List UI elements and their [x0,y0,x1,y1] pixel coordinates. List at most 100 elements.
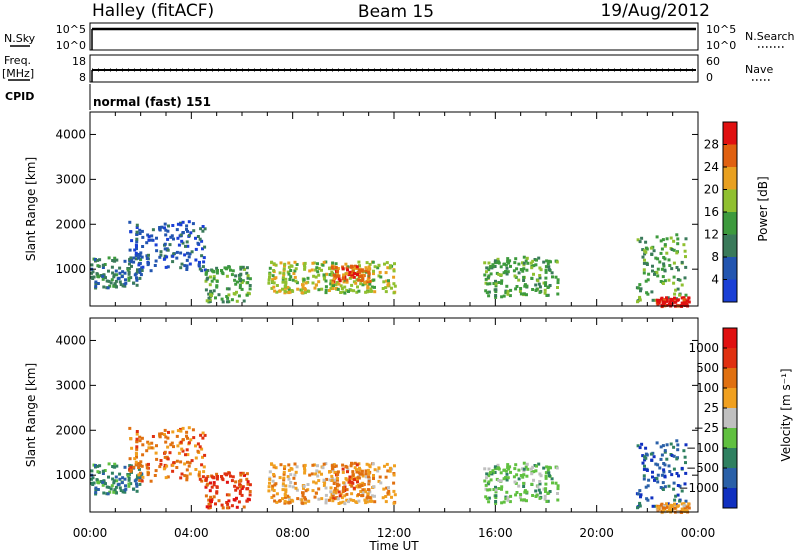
data-cell [180,447,184,451]
data-cell [214,296,217,300]
data-cell [215,271,219,275]
data-cell [210,485,214,489]
data-cell [386,469,390,473]
data-cell [291,499,295,503]
data-cell [675,251,679,255]
data-cell [334,491,338,495]
data-cell [659,445,663,449]
data-cell [90,263,94,267]
data-cell [97,481,101,485]
data-cell [505,266,509,270]
data-cell [667,508,671,512]
data-cell [483,261,487,265]
data-cell [385,261,389,265]
data-cell [525,284,529,288]
data-cell [151,228,155,232]
data-cell [656,274,660,278]
data-cell [130,446,134,450]
data-cell [137,473,141,477]
data-cell [270,286,274,290]
data-cell [364,469,368,473]
data-cell [639,495,642,499]
data-cell [659,251,663,255]
data-cell [288,498,291,502]
data-cell [115,258,119,262]
data-cell [186,229,189,233]
data-cell [489,471,493,474]
nave-top: 60 [706,55,720,68]
data-cell [225,493,229,497]
data-cell [166,475,170,479]
data-cell [361,491,365,495]
data-cell [383,464,386,468]
data-cell [345,492,349,496]
data-cell [383,262,386,266]
data-cell [272,285,276,289]
data-cell [384,271,388,275]
data-cell [500,281,503,285]
colorbar-segment [723,144,737,168]
data-cell [386,491,390,495]
data-cell [356,285,359,289]
data-cell [138,268,142,272]
data-cell [211,269,214,273]
data-cell [343,494,347,498]
data-cell [683,276,687,280]
data-cell [547,265,551,269]
data-cell [211,475,214,479]
data-cell [661,481,665,485]
data-cell [133,248,137,252]
data-cell [248,490,252,493]
data-cell [292,272,296,275]
data-cell [303,264,306,268]
data-cell [164,265,168,269]
data-cell [188,461,192,465]
data-cell [324,493,328,497]
data-cell [551,275,554,279]
data-cell [150,441,154,445]
data-cell [134,254,138,258]
data-cell [493,471,497,474]
data-cell [127,278,131,282]
data-cell [680,301,684,305]
data-cell [669,442,673,446]
data-cell [642,477,646,481]
data-cell [291,289,295,293]
data-cell [183,462,187,466]
data-cell [333,470,337,474]
data-cell [366,492,370,496]
data-cell [166,248,170,252]
data-cell [385,462,389,466]
data-cell [662,462,666,465]
data-cell [303,463,307,467]
data-cell [650,290,654,294]
data-cell [200,254,204,258]
data-cell [388,466,392,470]
data-cell [494,288,498,292]
data-cell [303,501,307,505]
data-cell [647,272,651,276]
colorbar-tick-label: 28 [704,138,719,152]
data-cell [165,464,169,468]
data-cell [638,283,642,287]
data-cell [639,289,642,293]
data-cell [348,478,352,482]
data-cell [116,483,120,487]
data-cell [237,294,241,298]
data-cell [675,233,679,237]
data-cell [661,275,665,279]
data-cell [158,226,162,229]
data-cell [239,267,243,271]
data-cell [132,256,136,260]
data-cell [127,478,131,482]
data-cell [484,277,488,281]
data-cell [225,472,229,476]
data-cell [303,267,307,271]
data-cell [270,496,274,499]
data-cell [665,502,668,506]
data-cell [532,272,535,276]
data-cell [543,288,547,292]
data-cell [379,481,383,485]
data-cell [547,268,551,272]
data-cell [538,290,542,294]
